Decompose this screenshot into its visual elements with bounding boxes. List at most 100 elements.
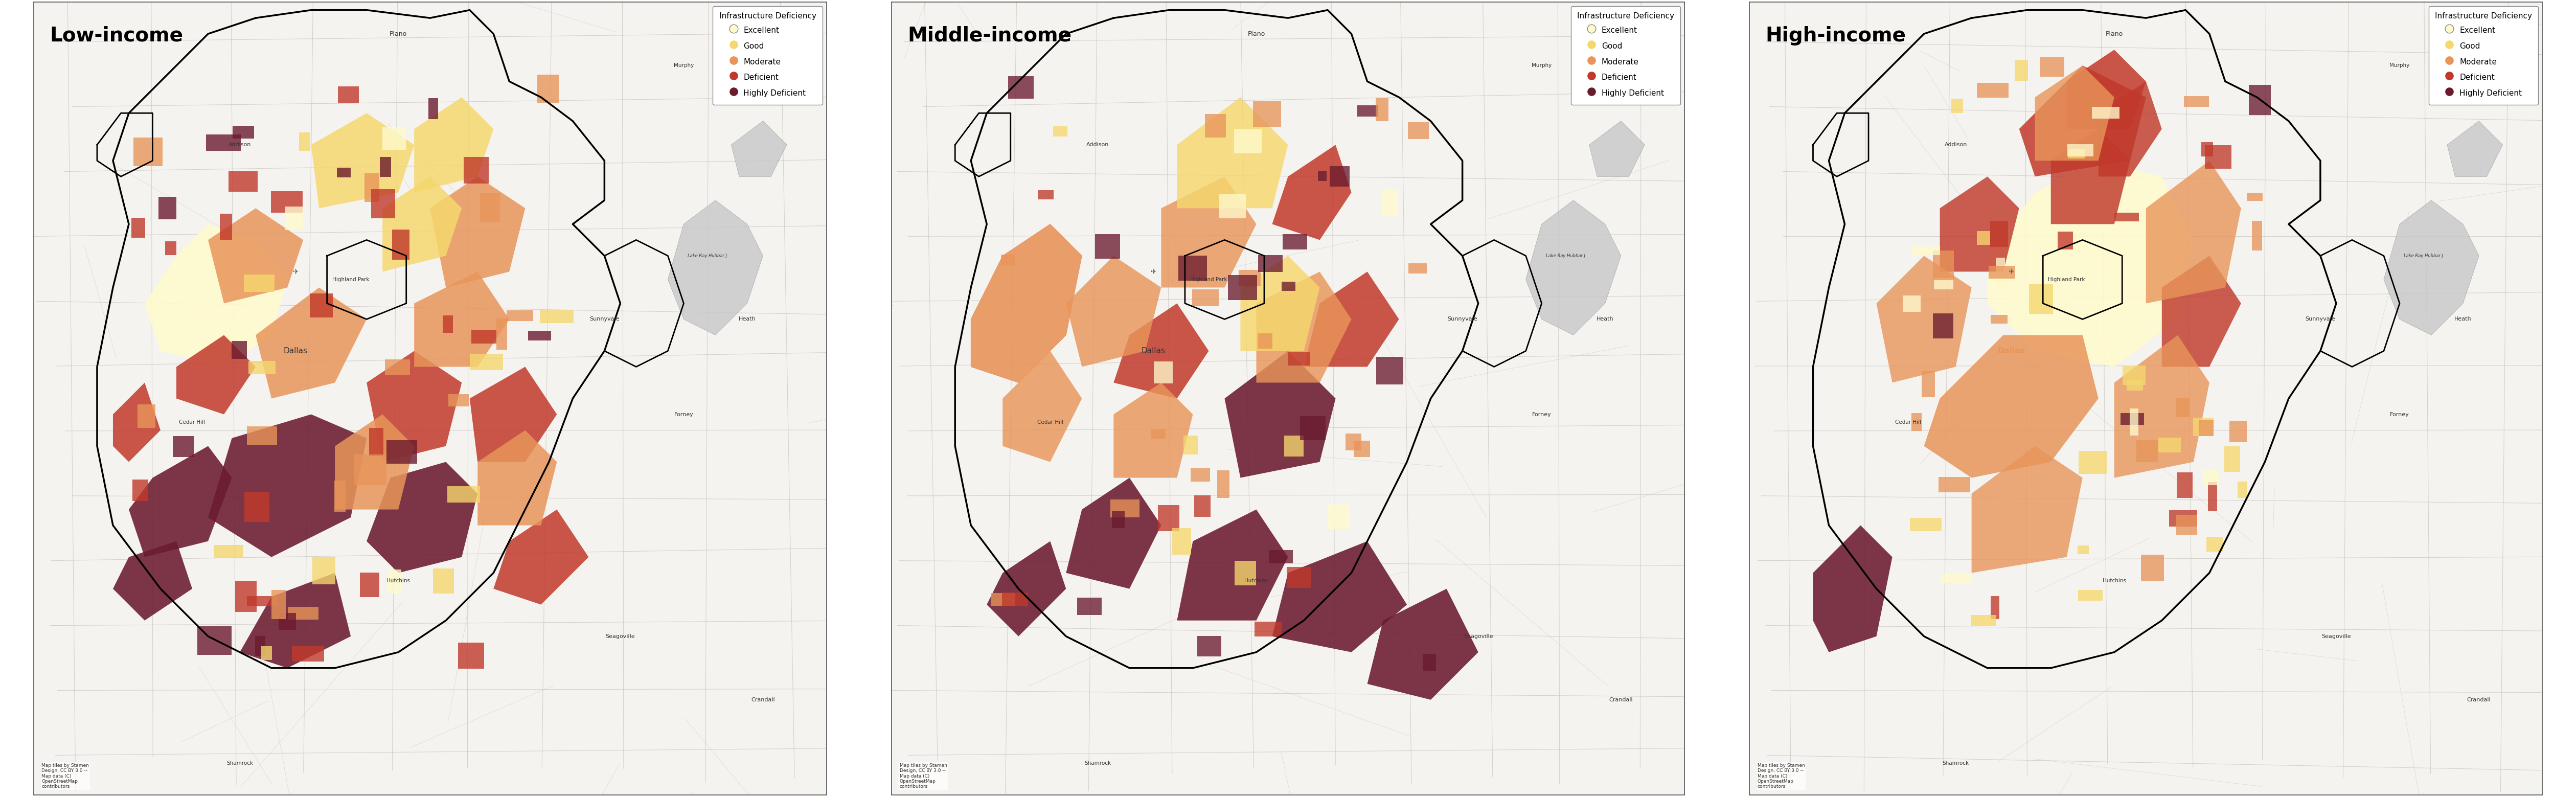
Bar [2115,213,2138,221]
Text: Forney: Forney [1533,412,1551,417]
Bar [1002,254,1015,265]
Polygon shape [1368,589,1479,700]
Text: Forney: Forney [675,412,693,417]
Text: Heath: Heath [2455,316,2470,322]
Bar [1113,511,1126,528]
Bar [2200,419,2213,436]
Bar [1157,505,1180,531]
Bar [1345,434,1360,450]
Polygon shape [381,176,461,272]
Polygon shape [240,573,350,668]
Text: Middle-income: Middle-income [907,26,1072,45]
Bar [1177,256,1208,281]
Polygon shape [2099,81,2161,176]
Bar [371,189,394,218]
Bar [1288,567,1311,588]
Bar [1996,258,2004,287]
Bar [381,127,407,150]
Bar [1154,362,1172,383]
Bar [2076,546,2089,554]
Bar [214,545,242,559]
Polygon shape [1177,97,1288,208]
Bar [443,316,453,333]
Bar [1110,500,1139,517]
Bar [2092,107,2120,119]
Text: Lake Ray Hubbar J: Lake Ray Hubbar J [1546,253,1584,258]
Polygon shape [1940,176,2020,272]
Text: Seagoville: Seagoville [605,634,636,639]
Polygon shape [1525,200,1620,335]
Bar [206,135,240,151]
Text: ✈: ✈ [291,268,299,275]
Bar [1422,654,1435,671]
Bar [1911,246,1940,255]
Bar [1911,413,1922,431]
Bar [2192,418,2213,436]
Bar [247,596,278,607]
Bar [1932,250,1953,280]
Bar [2205,145,2231,169]
Bar [1376,357,1404,384]
Bar [234,581,258,612]
Bar [1976,231,1991,245]
Text: Shamrock: Shamrock [227,760,252,766]
Text: Plano: Plano [389,30,407,37]
Text: Crandall: Crandall [752,697,775,702]
Polygon shape [144,224,289,367]
Bar [2141,555,2164,581]
Text: Addison: Addison [1087,143,1110,147]
Bar [291,646,325,662]
Bar [1002,592,1028,607]
Bar [229,171,258,192]
Bar [278,613,296,630]
Bar [479,193,500,222]
Polygon shape [732,121,786,176]
Bar [1942,574,1971,583]
Bar [137,404,155,428]
Bar [1239,270,1260,286]
Bar [1283,435,1303,457]
Bar [299,132,309,151]
Text: Murphy: Murphy [1533,63,1551,68]
Bar [1280,281,1296,291]
Bar [1991,596,1999,619]
Bar [2208,482,2218,511]
Bar [1283,234,1306,249]
Bar [1257,255,1283,272]
Bar [1216,470,1229,498]
Bar [1229,275,1257,300]
Text: Addison: Addison [229,143,250,147]
Polygon shape [312,113,415,208]
Bar [541,310,574,323]
Bar [1218,194,1247,218]
Bar [312,556,335,584]
Bar [1172,528,1190,555]
Bar [1909,518,1942,531]
Bar [165,241,178,255]
Bar [1932,313,1953,338]
Polygon shape [1875,256,1971,383]
Text: Heath: Heath [1597,316,1613,322]
Polygon shape [2035,65,2115,161]
Bar [2030,284,2053,314]
Text: Plano: Plano [2105,30,2123,37]
Bar [386,570,402,593]
Bar [2226,446,2241,472]
Bar [1904,296,1922,312]
Polygon shape [129,446,232,557]
Bar [1198,636,1221,657]
Polygon shape [667,200,762,335]
Bar [255,636,265,656]
Bar [173,436,193,457]
Legend: Excellent, Good, Moderate, Deficient, Highly Deficient: Excellent, Good, Moderate, Deficient, Hi… [1571,6,1680,105]
Bar [368,428,384,456]
Bar [286,206,304,230]
Bar [1358,105,1378,116]
Bar [131,479,147,501]
Bar [497,318,507,350]
Bar [1054,127,1066,136]
Bar [1935,278,1953,289]
Polygon shape [987,541,1066,636]
Bar [2125,380,2143,391]
Text: Lake Ray Hubbar J: Lake Ray Hubbar J [688,253,726,258]
